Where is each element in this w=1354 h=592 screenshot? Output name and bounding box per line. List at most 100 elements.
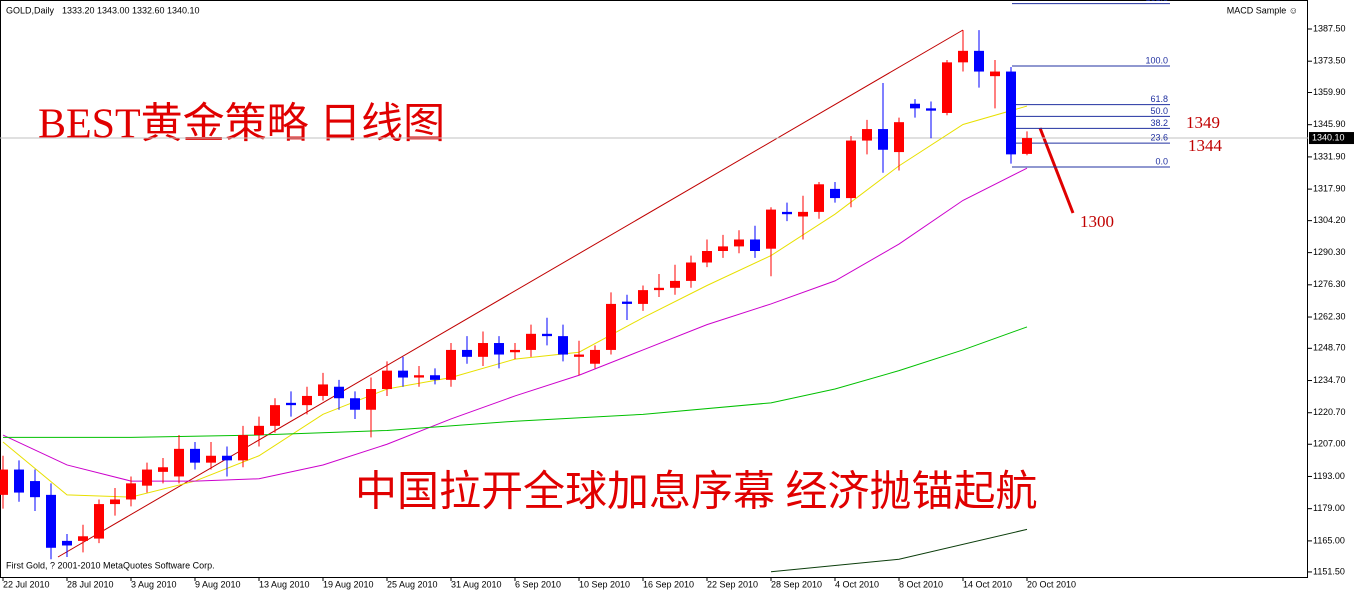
- candle-body: [126, 483, 136, 500]
- annotation: 1349: [1186, 113, 1220, 132]
- fib-label: 100.0: [1145, 55, 1168, 65]
- fib-label: 0.0: [1155, 156, 1168, 166]
- candle-body: [622, 301, 632, 304]
- fib-label: 161.8: [1145, 0, 1168, 3]
- candle-body: [318, 384, 328, 396]
- y-tick-label: 1220.70: [1313, 407, 1346, 417]
- candle-body: [670, 280, 680, 288]
- candle-body: [142, 469, 152, 486]
- x-tick-label: 28 Jul 2010: [67, 579, 114, 589]
- y-tick-label: 1317.90: [1313, 183, 1346, 193]
- candle-body: [30, 481, 40, 498]
- candle-body: [686, 262, 696, 281]
- candle-body: [398, 370, 408, 378]
- y-tick-label: 1359.90: [1313, 87, 1346, 97]
- candle-body: [942, 62, 952, 113]
- candle-body: [302, 395, 312, 406]
- y-tick-label: 1331.90: [1313, 151, 1346, 161]
- candle-body: [606, 303, 616, 350]
- candle-body: [14, 469, 24, 493]
- y-tick-label: 1234.70: [1313, 375, 1346, 385]
- fib-label: 38.2: [1150, 118, 1168, 128]
- candle-body: [174, 448, 184, 477]
- candle-body: [110, 499, 120, 505]
- candle-body: [206, 455, 216, 463]
- last-price-box: [1309, 132, 1354, 145]
- candle-body: [430, 375, 440, 380]
- last-price-label: 1340.10: [1312, 132, 1345, 142]
- y-tick-label: 1193.00: [1313, 471, 1345, 481]
- candle-body: [414, 375, 424, 378]
- candle-body: [446, 349, 456, 380]
- y-tick-label: 1304.20: [1313, 215, 1346, 225]
- candle-body: [350, 398, 360, 410]
- x-tick-label: 14 Oct 2010: [963, 579, 1012, 589]
- candle-body: [702, 250, 712, 263]
- candle-body: [526, 333, 536, 350]
- header-value: 1340.10: [167, 5, 200, 15]
- header-value: 1332.60: [132, 5, 165, 15]
- candle-body: [958, 50, 968, 63]
- candle-body: [78, 536, 88, 541]
- candle-body: [638, 290, 648, 304]
- candle-body: [94, 504, 104, 539]
- candle-body: [270, 405, 280, 426]
- candle-body: [382, 370, 392, 390]
- y-tick-label: 1262.30: [1313, 311, 1346, 321]
- x-tick-label: 22 Sep 2010: [707, 579, 758, 589]
- y-tick-label: 1373.50: [1313, 56, 1346, 66]
- candle-body: [846, 140, 856, 199]
- candle-body: [62, 540, 72, 546]
- candle-body: [254, 425, 264, 436]
- headline: BEST黄金策略 日线图: [38, 101, 445, 148]
- x-tick-label: 3 Aug 2010: [131, 579, 177, 589]
- candle-body: [654, 287, 664, 291]
- y-tick-label: 1165.00: [1313, 535, 1345, 545]
- header: GOLD,Daily: [6, 5, 55, 15]
- fib-label: 61.8: [1150, 94, 1168, 104]
- x-tick-label: 31 Aug 2010: [451, 579, 502, 589]
- candle-body: [718, 246, 728, 251]
- x-tick-label: 10 Sep 2010: [579, 579, 630, 589]
- trend-line: [57, 29, 964, 558]
- x-tick-label: 8 Oct 2010: [899, 579, 943, 589]
- candle-body: [222, 455, 232, 461]
- candle-body: [558, 336, 568, 355]
- x-tick-label: 16 Sep 2010: [643, 579, 694, 589]
- y-tick-label: 1276.30: [1313, 279, 1346, 289]
- y-tick-label: 1345.90: [1313, 119, 1346, 129]
- candle-body: [894, 122, 904, 153]
- candle-body: [46, 494, 56, 548]
- x-tick-label: 6 Sep 2010: [515, 579, 561, 589]
- candle-body: [334, 386, 344, 399]
- candle-body: [238, 435, 248, 461]
- arrow-line: [1038, 127, 1075, 214]
- copyright: First Gold, ? 2001-2010 MetaQuotes Softw…: [6, 560, 215, 570]
- candle-body: [574, 354, 584, 357]
- x-tick-label: 25 Aug 2010: [387, 579, 438, 589]
- y-tick-label: 1290.30: [1313, 247, 1346, 257]
- candle-body: [974, 50, 984, 72]
- fib-label: 23.6: [1150, 132, 1168, 142]
- header-value: 1333.20: [62, 5, 95, 15]
- candle-body: [990, 71, 1000, 77]
- headline: 中国拉开全球加息序幕 经济抛锚起航: [355, 469, 1038, 516]
- x-tick-label: 13 Aug 2010: [259, 579, 310, 589]
- candle-body: [798, 211, 808, 217]
- candle-body: [190, 448, 200, 463]
- annotation: 1300: [1080, 212, 1114, 231]
- y-tick-label: 1207.00: [1313, 439, 1346, 449]
- fib-label: 50.0: [1150, 106, 1168, 116]
- candle-body: [766, 209, 776, 249]
- y-tick-label: 1179.00: [1313, 503, 1345, 513]
- y-tick-label: 1151.50: [1313, 566, 1345, 576]
- moving-average: [770, 528, 1028, 573]
- x-tick-label: 20 Oct 2010: [1027, 579, 1076, 589]
- candle-body: [782, 211, 792, 215]
- candle-body: [158, 467, 168, 472]
- moving-average: [2, 167, 1028, 482]
- x-tick-label: 4 Oct 2010: [835, 579, 879, 589]
- candle-body: [1022, 138, 1032, 154]
- candle-body: [366, 389, 376, 410]
